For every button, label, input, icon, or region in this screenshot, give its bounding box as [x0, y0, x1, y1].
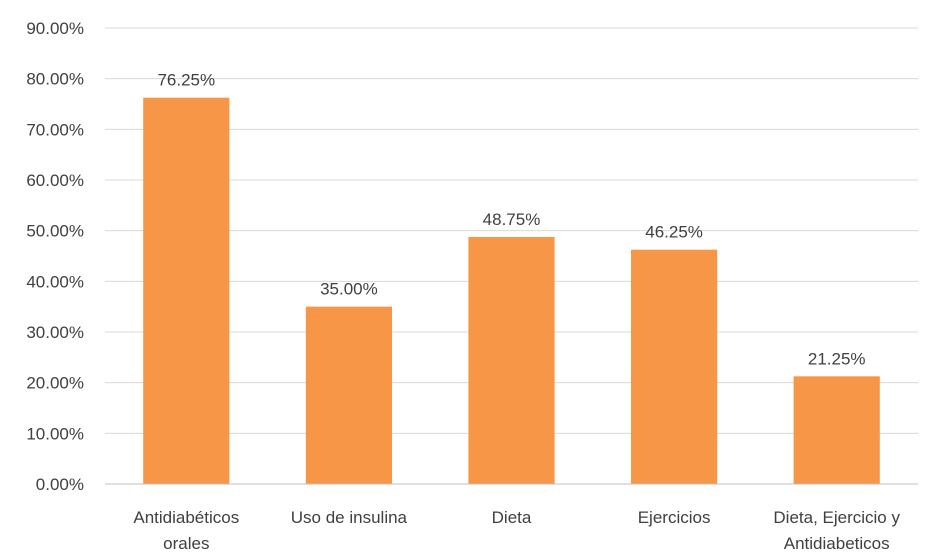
data-label: 21.25% — [808, 349, 866, 368]
data-label: 48.75% — [483, 210, 541, 229]
y-tick-label: 40.00% — [26, 272, 84, 291]
data-label: 35.00% — [320, 280, 378, 299]
x-category-line: Dieta — [492, 508, 532, 527]
bar — [305, 306, 392, 484]
x-category-line: orales — [163, 534, 209, 553]
x-category-line: Antidiabéticos — [133, 508, 239, 527]
y-axis-ticks: 0.00% 10.00% 20.00% 30.00% 40.00% 50.00% 60.00… — [26, 19, 84, 494]
y-tick-label: 30.00% — [26, 323, 84, 342]
x-category-line: Ejercicios — [638, 508, 711, 527]
y-tick-label: 60.00% — [26, 171, 84, 190]
y-tick-label: 10.00% — [26, 424, 84, 443]
x-category-line: Dieta, Ejercicio y — [773, 508, 900, 527]
bar — [793, 376, 880, 484]
bar — [143, 97, 230, 485]
y-tick-label: 90.00% — [26, 19, 84, 38]
y-tick-label: 50.00% — [26, 222, 84, 241]
data-labels: 76.25% 35.00% 48.75% 46.25% 21.25% — [157, 71, 865, 369]
y-tick-label: 0.00% — [36, 475, 84, 494]
x-category-line: Uso de insulina — [291, 508, 408, 527]
y-tick-label: 70.00% — [26, 120, 84, 139]
bars — [143, 97, 880, 485]
y-tick-label: 80.00% — [26, 70, 84, 89]
x-category-line: Antidiabeticos — [784, 534, 890, 553]
gridlines — [105, 27, 918, 434]
x-category-label: Antidiabéticos orales — [133, 508, 239, 553]
x-category-label: Ejercicios — [638, 508, 711, 527]
data-label: 46.25% — [645, 223, 703, 242]
bar — [468, 237, 555, 484]
y-tick-label: 20.00% — [26, 374, 84, 393]
x-category-label: Dieta — [492, 508, 532, 527]
x-category-label: Dieta, Ejercicio y Antidiabeticos — [773, 508, 900, 553]
data-label: 76.25% — [157, 71, 215, 90]
x-category-label: Uso de insulina — [291, 508, 408, 527]
bar — [631, 249, 718, 484]
x-axis-categories: Antidiabéticos orales Uso de insulina Dieta… — [133, 508, 900, 553]
